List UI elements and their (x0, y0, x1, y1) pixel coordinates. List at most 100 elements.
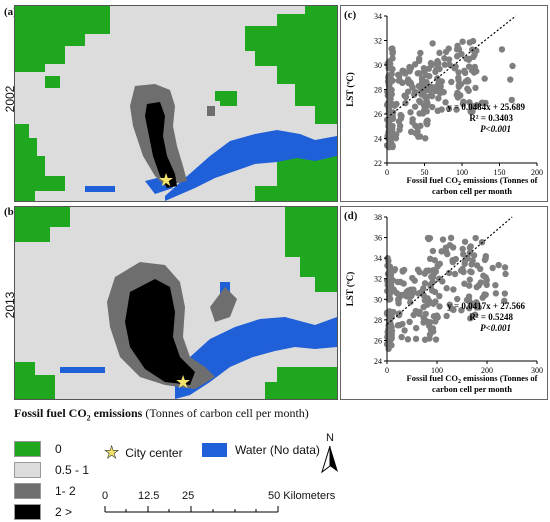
data-point (414, 70, 422, 77)
scale-tick-label: 50 Kilometers (268, 490, 336, 502)
data-point (404, 336, 412, 343)
water-area (85, 186, 115, 192)
data-point (385, 99, 392, 106)
data-point (412, 324, 420, 332)
data-point (414, 266, 422, 273)
data-point (462, 78, 470, 85)
data-point (422, 317, 429, 324)
data-point (458, 307, 465, 314)
data-point (407, 109, 414, 116)
data-point (422, 135, 429, 142)
data-point (465, 87, 472, 94)
data-point (453, 53, 461, 60)
data-point (386, 131, 394, 139)
data-point (450, 306, 457, 314)
data-point (445, 56, 453, 63)
y-tick-label: 38 (374, 213, 382, 222)
x-tick-label: 50 (421, 168, 429, 177)
data-point (445, 105, 453, 113)
legend-swatch (202, 443, 227, 457)
data-point (406, 318, 413, 326)
x-tick-label: 0 (385, 168, 389, 177)
data-point (446, 61, 453, 68)
data-point (471, 63, 479, 71)
data-point (501, 297, 508, 304)
data-point (385, 257, 392, 265)
y-tick-label: 32 (374, 275, 382, 284)
regression-equation: y = 0.0484x + 25.689 (447, 102, 525, 112)
legend-label: 2 > (55, 504, 73, 519)
data-point (481, 75, 488, 82)
legend-item-mid: 1- 2 (14, 480, 89, 501)
zero-emission-area (15, 362, 55, 399)
data-point (433, 66, 440, 73)
data-point (453, 106, 460, 113)
data-point (473, 304, 480, 311)
data-point (459, 265, 466, 273)
data-point (430, 328, 437, 335)
data-point (400, 266, 408, 274)
data-point (446, 241, 454, 249)
data-point (473, 283, 480, 291)
data-point (427, 59, 435, 67)
data-point (395, 311, 403, 319)
r-squared: R² = 0.5248 (469, 312, 513, 322)
data-point (420, 79, 427, 86)
data-point (466, 39, 473, 46)
data-point (501, 290, 509, 297)
data-point (465, 63, 473, 70)
data-point (455, 76, 462, 84)
data-point (471, 51, 478, 58)
data-point (428, 273, 435, 281)
zero-emission-area (45, 76, 60, 88)
data-point (436, 292, 443, 300)
legend-swatch (14, 461, 41, 478)
data-point (466, 298, 473, 305)
data-point (398, 291, 405, 299)
y-tick-label: 24 (374, 135, 382, 144)
legend-item-low: 0.5 - 1 (14, 459, 89, 480)
y-tick-label: 28 (374, 316, 382, 325)
data-point (445, 269, 453, 277)
map-2013: ★ (14, 206, 338, 400)
data-point (411, 88, 419, 95)
data-point (425, 235, 432, 243)
data-point (459, 38, 466, 45)
north-arrow-icon (321, 445, 338, 474)
data-point (434, 107, 441, 115)
data-point (390, 286, 397, 293)
data-point (420, 107, 428, 114)
data-point (411, 103, 419, 110)
legend-label: 0.5 - 1 (55, 462, 90, 477)
data-point (407, 128, 415, 136)
data-point (401, 327, 408, 334)
data-point (386, 325, 393, 332)
data-point (469, 257, 476, 264)
data-point (387, 142, 395, 149)
x-tick-label: 200 (481, 366, 493, 375)
y-tick-label: 24 (374, 357, 382, 366)
trend-line (386, 15, 517, 119)
data-point (508, 96, 515, 104)
chart-d-canvas: 0 100 200 300 24 26 28 30 32 34 36 38 LST (ºC) Fossil… (345, 213, 543, 394)
zero-emission-area (255, 156, 337, 201)
data-point (436, 303, 443, 310)
plot-area (383, 37, 516, 151)
map-2002: ★ (14, 5, 338, 202)
scale-tick-label: 0 (102, 490, 109, 502)
p-value: P<0.001 (480, 323, 511, 333)
data-point (425, 322, 433, 329)
data-point (402, 70, 409, 77)
data-point (459, 251, 467, 258)
data-point (398, 333, 405, 341)
legend-swatch (14, 503, 41, 520)
scale-tick-label: 25 (182, 490, 195, 502)
data-point (439, 236, 447, 243)
data-point (433, 60, 440, 68)
data-point (442, 48, 450, 56)
p-value: P<0.001 (480, 124, 511, 134)
data-point (453, 91, 461, 99)
data-point (422, 71, 429, 79)
data-point (428, 83, 435, 91)
y-tick-label: 36 (374, 234, 382, 243)
